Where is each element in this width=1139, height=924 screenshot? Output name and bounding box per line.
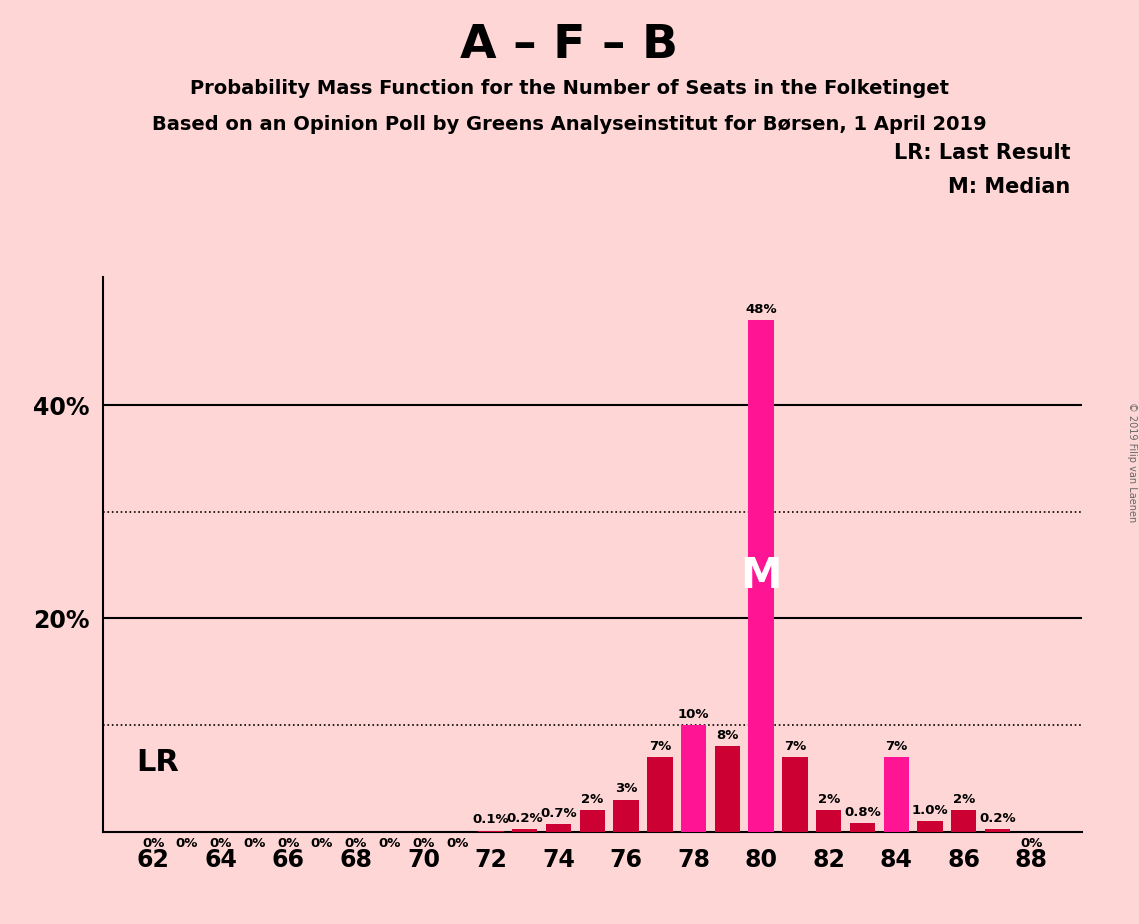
Text: 7%: 7% [649, 740, 671, 753]
Text: 0.2%: 0.2% [980, 812, 1016, 825]
Bar [985, 830, 1010, 832]
Bar [884, 757, 909, 832]
Text: 7%: 7% [885, 740, 908, 753]
Text: 7%: 7% [784, 740, 806, 753]
Bar [850, 823, 875, 832]
Text: 0%: 0% [244, 837, 265, 850]
Bar [513, 830, 538, 832]
Text: M: Median: M: Median [949, 177, 1071, 198]
Text: 2%: 2% [818, 793, 839, 806]
Bar [714, 747, 740, 832]
Bar [748, 320, 773, 832]
Text: 0.1%: 0.1% [473, 813, 509, 826]
Text: Probability Mass Function for the Number of Seats in the Folketinget: Probability Mass Function for the Number… [190, 79, 949, 98]
Bar [681, 725, 706, 832]
Text: 0%: 0% [175, 837, 198, 850]
Text: A – F – B: A – F – B [460, 23, 679, 68]
Text: 10%: 10% [678, 708, 710, 721]
Bar [951, 810, 976, 832]
Bar [478, 831, 503, 832]
Bar [580, 810, 605, 832]
Bar [782, 757, 808, 832]
Bar [647, 757, 672, 832]
Text: LR: Last Result: LR: Last Result [894, 143, 1071, 164]
Bar [614, 799, 639, 832]
Text: 0%: 0% [446, 837, 468, 850]
Text: 0%: 0% [345, 837, 367, 850]
Text: LR: LR [137, 748, 179, 777]
Text: 3%: 3% [615, 783, 637, 796]
Text: 48%: 48% [745, 302, 777, 316]
Bar [917, 821, 943, 832]
Text: 1.0%: 1.0% [911, 804, 949, 817]
Text: 0%: 0% [142, 837, 164, 850]
Text: 0.7%: 0.7% [540, 807, 576, 820]
Text: Based on an Opinion Poll by Greens Analyseinstitut for Børsen, 1 April 2019: Based on an Opinion Poll by Greens Analy… [153, 116, 986, 135]
Bar [546, 824, 571, 832]
Text: M: M [740, 554, 781, 597]
Text: 0.8%: 0.8% [844, 806, 880, 819]
Text: © 2019 Filip van Laenen: © 2019 Filip van Laenen [1126, 402, 1137, 522]
Text: 0%: 0% [210, 837, 232, 850]
Text: 0.2%: 0.2% [507, 812, 543, 825]
Text: 0%: 0% [311, 837, 334, 850]
Text: 8%: 8% [716, 729, 738, 742]
Text: 0%: 0% [277, 837, 300, 850]
Text: 2%: 2% [952, 793, 975, 806]
Text: 2%: 2% [581, 793, 604, 806]
Text: 0%: 0% [1021, 837, 1042, 850]
Text: 0%: 0% [378, 837, 401, 850]
Bar [816, 810, 842, 832]
Text: 0%: 0% [412, 837, 435, 850]
